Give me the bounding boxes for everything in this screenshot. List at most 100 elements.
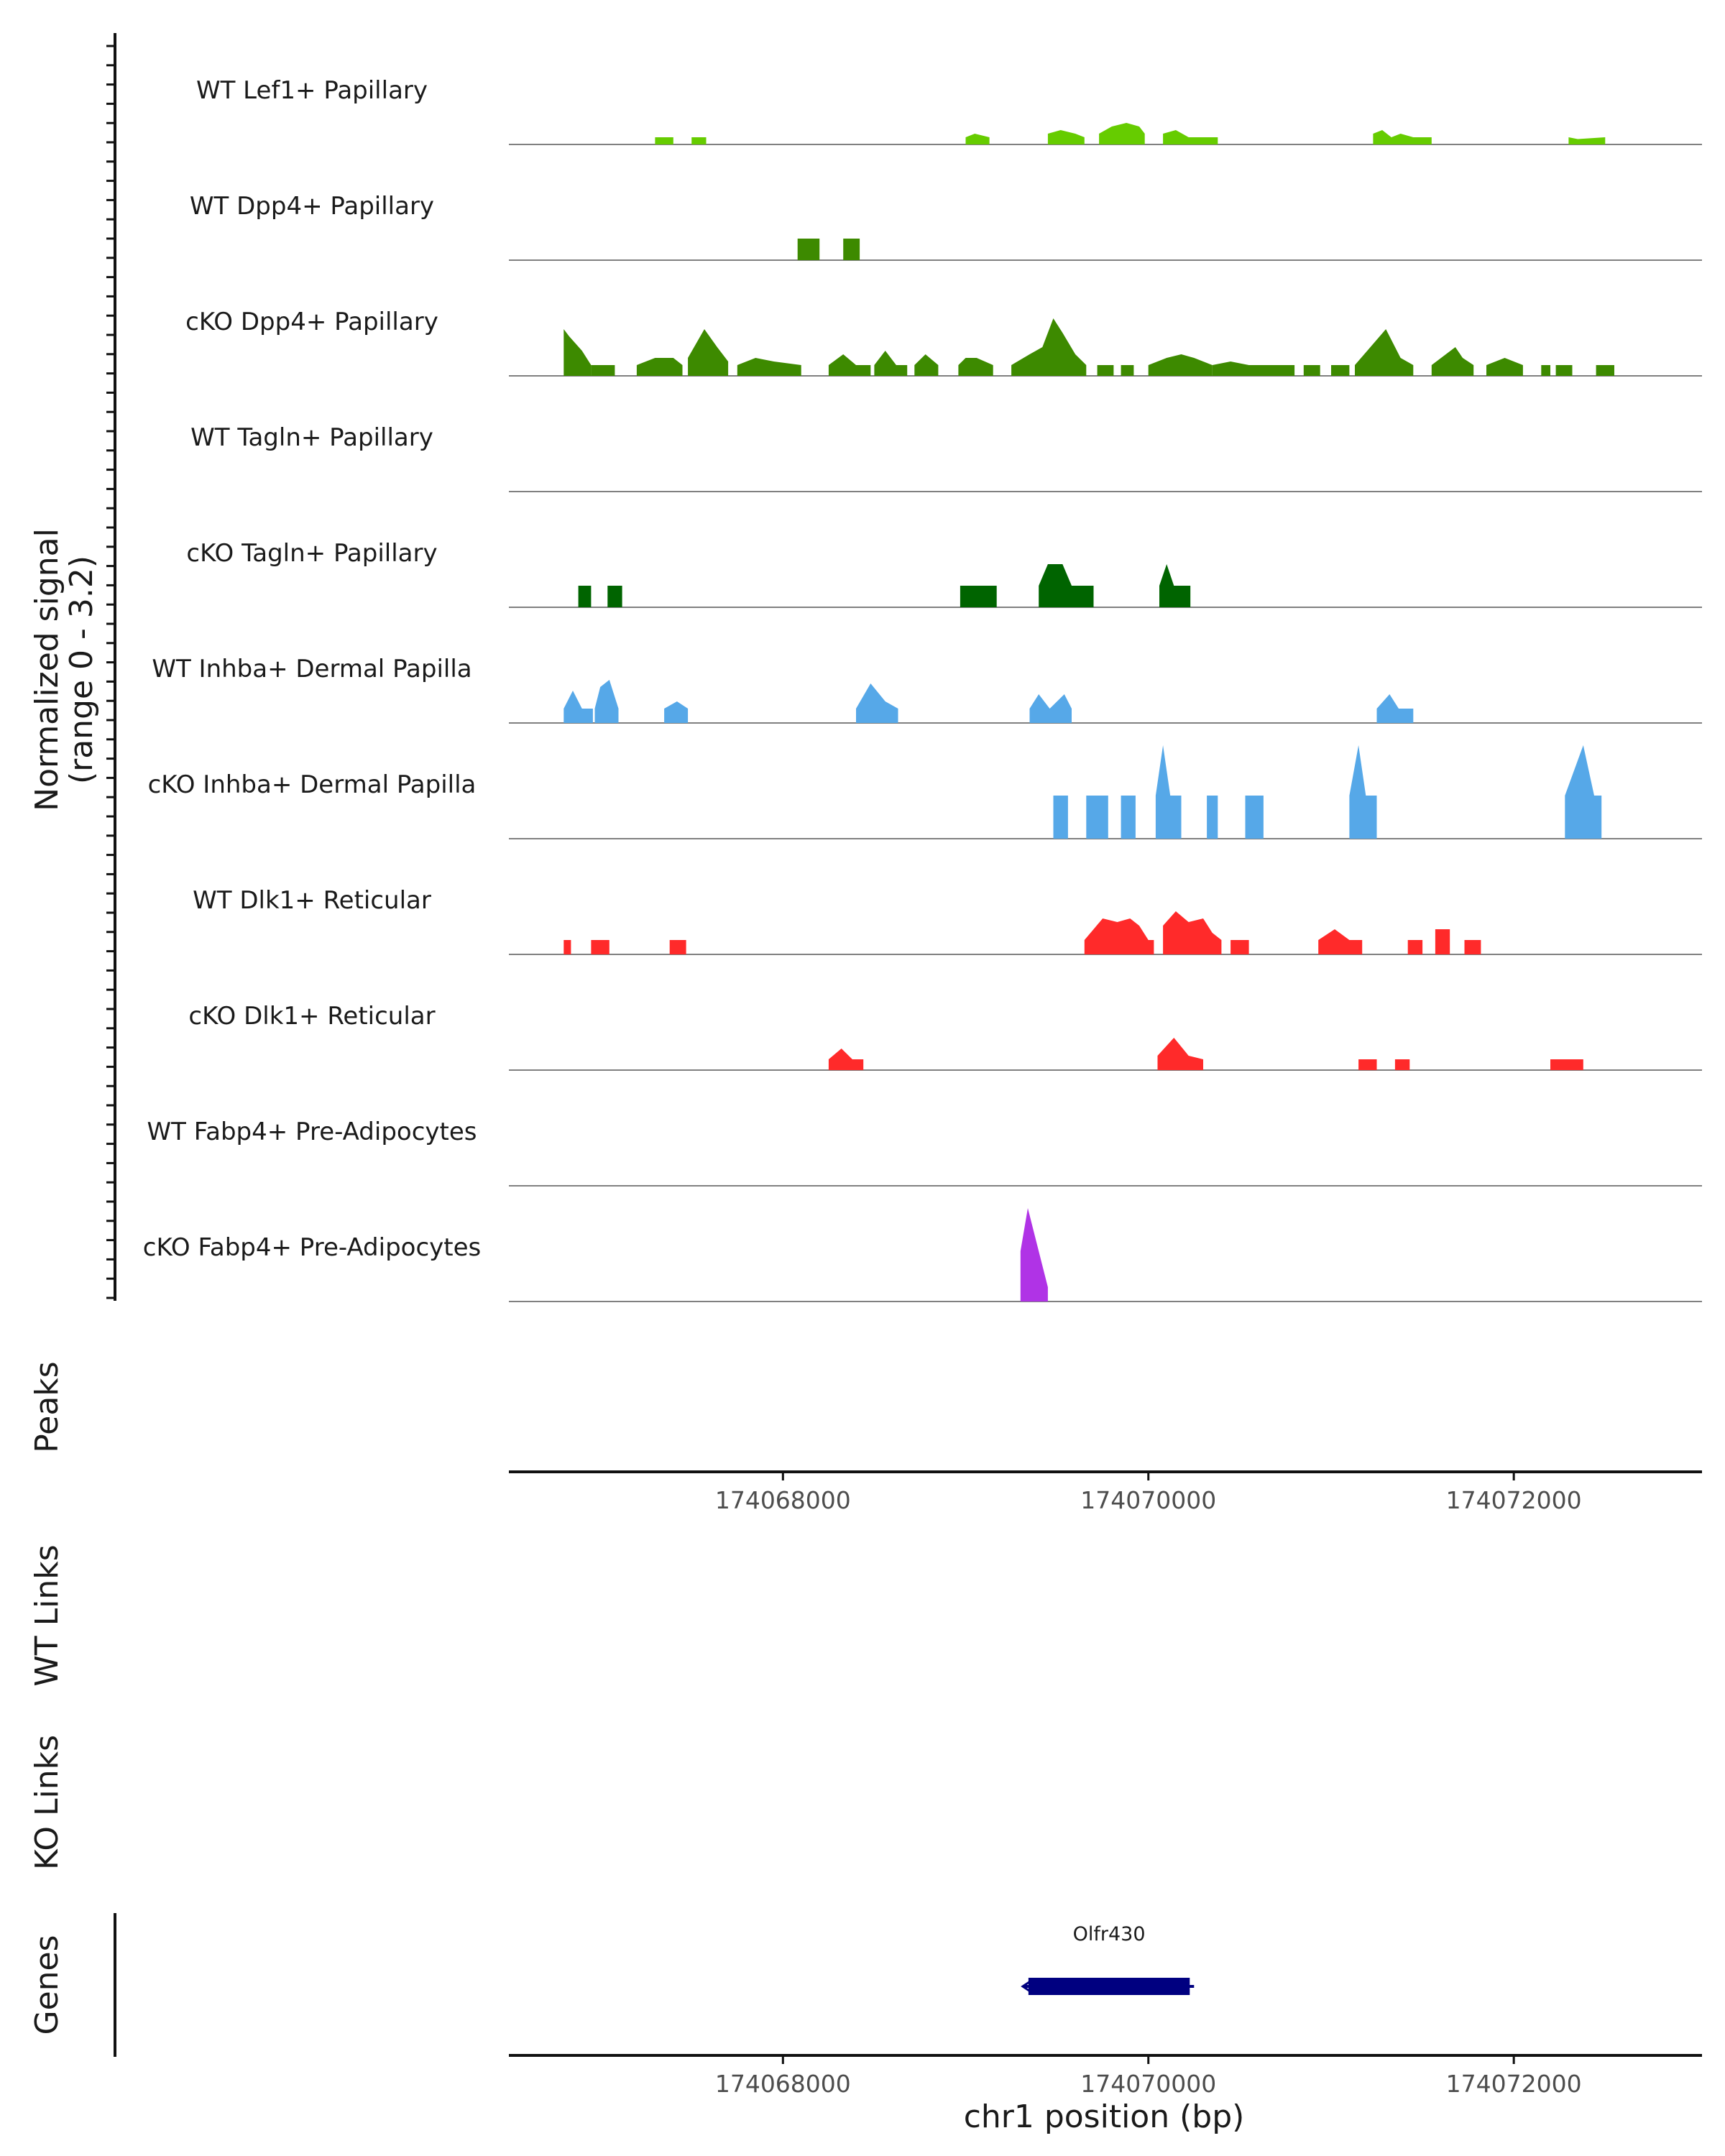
signal-peak bbox=[1435, 929, 1450, 954]
signal-peak bbox=[1318, 929, 1363, 954]
track-1: WT Lef1+ Papillary bbox=[196, 76, 1702, 145]
genes-panel-label: Genes bbox=[29, 1935, 65, 2035]
signal-peak bbox=[1596, 365, 1614, 376]
signal-peak bbox=[1358, 1059, 1377, 1070]
signal-peak bbox=[797, 239, 820, 260]
signal-peak bbox=[1331, 365, 1350, 376]
x-tick-label: 174068000 bbox=[715, 2070, 851, 2098]
signal-peak bbox=[1163, 130, 1218, 144]
track-label: cKO Tagln+ Papillary bbox=[186, 539, 437, 568]
track-label: WT Tagln+ Papillary bbox=[190, 423, 433, 452]
signal-peak bbox=[564, 329, 592, 376]
track-label: WT Dlk1+ Reticular bbox=[193, 886, 431, 915]
signal-peak bbox=[965, 134, 990, 144]
track-label: WT Fabp4+ Pre-Adipocytes bbox=[147, 1118, 477, 1146]
signal-peak bbox=[1099, 123, 1145, 144]
track-label: cKO Inhba+ Dermal Papilla bbox=[148, 770, 477, 799]
coverage-ylabel-line1: Normalized signal bbox=[29, 528, 65, 811]
gene-strand-arrow bbox=[1021, 1979, 1032, 1994]
signal-peak bbox=[1212, 361, 1295, 376]
signal-peak bbox=[958, 358, 993, 376]
signal-peak bbox=[1245, 796, 1264, 839]
signal-peak bbox=[1464, 940, 1481, 954]
peaks-panel-label: Peaks bbox=[29, 1361, 65, 1452]
coverage-y-axis bbox=[106, 33, 116, 1301]
signal-peak bbox=[1207, 796, 1218, 839]
signal-peak bbox=[1550, 1059, 1583, 1070]
signal-peak bbox=[1020, 1208, 1048, 1302]
track-11: cKO Fabp4+ Pre-Adipocytes bbox=[143, 1208, 1702, 1302]
signal-peak bbox=[1376, 694, 1414, 723]
signal-peak bbox=[1349, 745, 1377, 839]
x-tick-label: 174068000 bbox=[715, 1486, 851, 1514]
signal-peak bbox=[1431, 347, 1474, 376]
gene-label: Olfr430 bbox=[1073, 1923, 1146, 1945]
track-8: WT Dlk1+ Reticular bbox=[193, 886, 1702, 955]
signal-peak bbox=[1011, 318, 1087, 376]
track-label: cKO Dpp4+ Papillary bbox=[185, 308, 438, 336]
signal-peak bbox=[856, 683, 898, 723]
signal-peak bbox=[1303, 365, 1320, 376]
signal-peak bbox=[655, 137, 673, 144]
signal-peak bbox=[594, 680, 619, 723]
coverage-ylabel-line2: (range 0 - 3.2) bbox=[63, 556, 100, 784]
track-3: cKO Dpp4+ Papillary bbox=[185, 308, 1702, 377]
coverage-tracks: WT Lef1+ Papillary WT Dpp4+ Papillary cKO … bbox=[143, 76, 1702, 1302]
signal-peak bbox=[1163, 911, 1222, 954]
signal-peak bbox=[960, 586, 997, 607]
signal-peak bbox=[1148, 354, 1213, 376]
signal-peak bbox=[691, 137, 707, 144]
signal-peak bbox=[1486, 358, 1523, 376]
signal-peak bbox=[591, 940, 610, 954]
track-10: WT Fabp4+ Pre-Adipocytes bbox=[147, 1118, 1702, 1187]
signal-peak bbox=[1157, 1038, 1203, 1070]
gene-track: Olfr430 bbox=[1021, 1923, 1195, 1995]
signal-peak bbox=[1047, 130, 1085, 144]
track-2: WT Dpp4+ Papillary bbox=[190, 192, 1702, 261]
signal-peak bbox=[1373, 130, 1432, 144]
signal-peak bbox=[669, 940, 686, 954]
signal-peak bbox=[737, 358, 801, 376]
signal-peak bbox=[1053, 796, 1068, 839]
x-axis-title: chr1 position (bp) bbox=[964, 2099, 1245, 2135]
signal-peak bbox=[1555, 365, 1573, 376]
x-axis-peaks: 174068000 174070000 174072000 bbox=[509, 1470, 1702, 1514]
signal-peak bbox=[564, 691, 593, 723]
track-label: WT Inhba+ Dermal Papilla bbox=[152, 655, 472, 683]
ko-links-panel-label: KO Links bbox=[29, 1735, 65, 1870]
x-tick-label: 174070000 bbox=[1080, 1486, 1216, 1514]
track-5: cKO Tagln+ Papillary bbox=[186, 539, 1702, 608]
signal-peak bbox=[688, 329, 729, 376]
signal-peak bbox=[874, 351, 908, 376]
signal-peak bbox=[664, 701, 689, 723]
signal-peak bbox=[607, 586, 622, 607]
track-9: cKO Dlk1+ Reticular bbox=[188, 1002, 1702, 1071]
track-7: cKO Inhba+ Dermal Papilla bbox=[148, 745, 1702, 839]
signal-peak bbox=[1159, 564, 1191, 607]
signal-peak bbox=[828, 1049, 864, 1070]
x-tick-label: 174072000 bbox=[1446, 2070, 1582, 2098]
track-6: WT Inhba+ Dermal Papilla bbox=[152, 655, 1702, 724]
track-4: WT Tagln+ Papillary bbox=[190, 423, 1702, 492]
signal-peak bbox=[1039, 564, 1094, 607]
signal-peak bbox=[1565, 745, 1602, 839]
signal-peak bbox=[1355, 329, 1414, 376]
signal-peak bbox=[564, 940, 571, 954]
signal-peak bbox=[1121, 796, 1136, 839]
x-axis-genes: 174068000 174070000 174072000 bbox=[509, 2054, 1702, 2098]
signal-peak bbox=[1029, 694, 1072, 723]
signal-peak bbox=[636, 358, 683, 376]
signal-peak bbox=[1407, 940, 1423, 954]
x-tick-label: 174072000 bbox=[1446, 1486, 1582, 1514]
signal-peak bbox=[1230, 940, 1249, 954]
signal-peak bbox=[1084, 918, 1154, 954]
wt-links-panel-label: WT Links bbox=[29, 1544, 65, 1686]
track-label: cKO Dlk1+ Reticular bbox=[188, 1002, 435, 1031]
signal-peak bbox=[1568, 137, 1606, 144]
signal-peak bbox=[1394, 1059, 1410, 1070]
signal-peak bbox=[578, 586, 592, 607]
signal-peak bbox=[828, 354, 871, 376]
gene-exon bbox=[1028, 1978, 1190, 1995]
signal-peak bbox=[1155, 745, 1182, 839]
